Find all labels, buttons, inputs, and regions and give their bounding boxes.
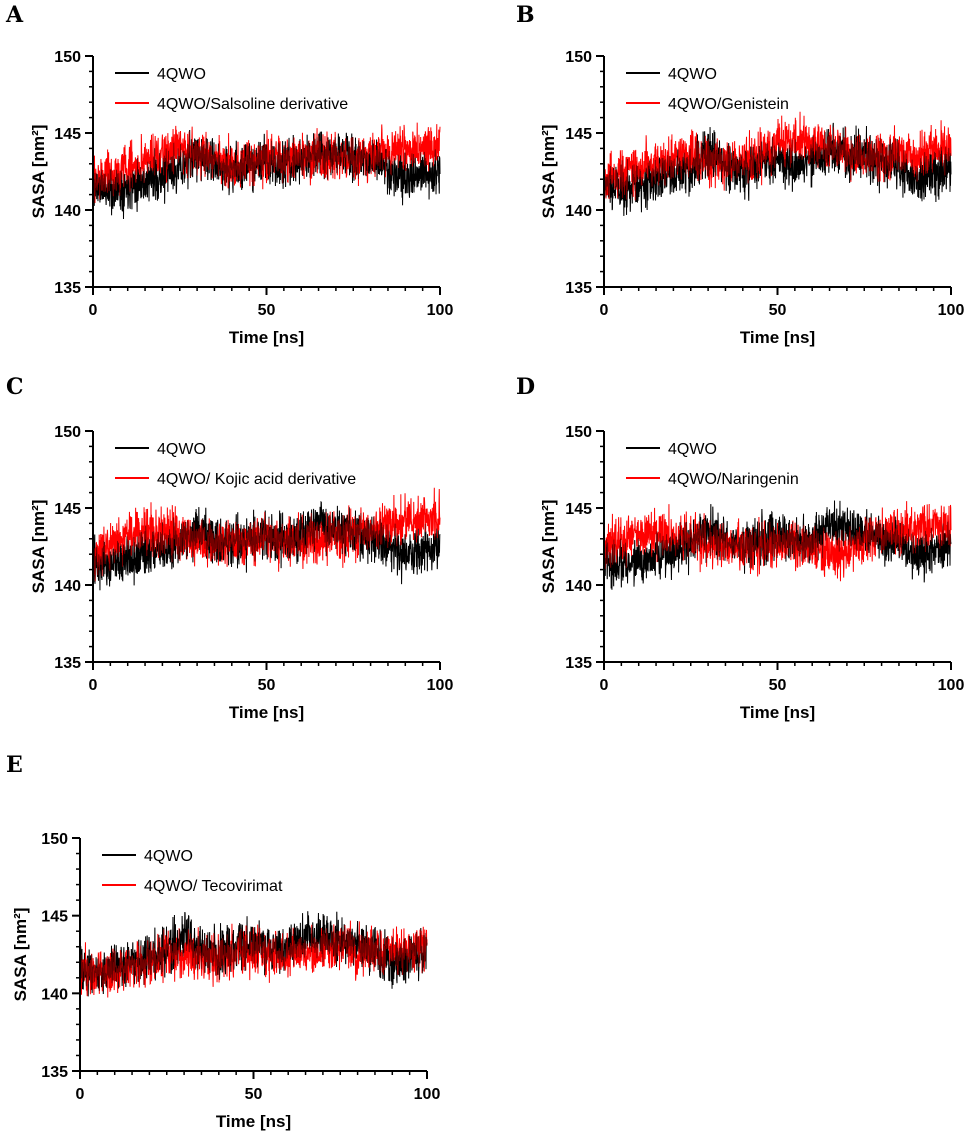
legend-label: 4QWO/ Tecovirimat (144, 878, 283, 895)
chart-panel-c: C 135 140 145 150 0 50 100 Time [ns] SASA [nm²] 4Q… (6, 374, 453, 722)
legend-label: 4QWO/Salsoline derivative (157, 96, 348, 113)
panel-letter: A (5, 2, 24, 28)
series-line-complex (79, 920, 428, 998)
x-tick-label: 0 (76, 1086, 85, 1103)
y-tick-label: 135 (565, 655, 592, 672)
x-tick-label: 100 (427, 677, 454, 694)
y-tick-label: 145 (565, 501, 592, 518)
y-tick-label: 135 (565, 280, 592, 297)
y-tick-label: 150 (565, 424, 592, 441)
chart-panel-e: E 135 140 145 150 0 50 100 Time [ns] SASA [nm²] 4Q… (6, 752, 440, 1131)
y-axis-title: SASA [nm²] (11, 908, 30, 1002)
y-tick-label: 140 (54, 203, 81, 220)
y-tick-label: 145 (565, 126, 592, 143)
chart-panel-d: D 135 140 145 150 0 50 100 Time [ns] SASA [nm²] 4Q… (516, 374, 964, 722)
series-group (603, 111, 952, 216)
legend: 4QWO 4QWO/ Tecovirimat (98, 845, 283, 895)
x-axis-title: Time [ns] (229, 703, 304, 722)
legend-label: 4QWO (668, 66, 717, 83)
x-axis-title: Time [ns] (216, 1112, 291, 1131)
legend: 4QWO 4QWO/ Kojic acid derivative (111, 438, 356, 488)
series-line-4qwo-overlay (603, 122, 952, 216)
x-tick-label: 0 (600, 677, 609, 694)
x-tick-label: 50 (258, 677, 276, 694)
y-tick-label: 135 (41, 1064, 68, 1081)
series-group (603, 500, 952, 590)
y-axis-title: SASA [nm²] (539, 125, 558, 219)
x-tick-label: 100 (427, 302, 454, 319)
x-axis-title: Time [ns] (229, 328, 304, 347)
legend-label: 4QWO (668, 441, 717, 458)
y-tick-label: 135 (54, 655, 81, 672)
series-line-4qwo-overlay (92, 130, 441, 219)
chart-panel-b: B 135 140 145 150 0 50 100 Time [ns] SASA [nm²] 4Q… (516, 2, 964, 347)
y-axis-title: SASA [nm²] (29, 500, 48, 594)
panel-letter: D (516, 374, 535, 400)
x-tick-label: 100 (414, 1086, 441, 1103)
y-tick-label: 150 (565, 49, 592, 66)
x-tick-label: 0 (600, 302, 609, 319)
x-tick-label: 50 (769, 677, 787, 694)
x-axis-title: Time [ns] (740, 703, 815, 722)
y-tick-label: 140 (565, 578, 592, 595)
legend-label: 4QWO (144, 848, 193, 865)
panel-letter: E (6, 752, 23, 778)
y-axis-title: SASA [nm²] (29, 125, 48, 219)
y-tick-label: 140 (54, 578, 81, 595)
legend: 4QWO 4QWO/Genistein (622, 63, 789, 113)
legend-label: 4QWO/ Kojic acid derivative (157, 471, 356, 488)
panel-letter: B (516, 2, 535, 28)
series-group (79, 911, 428, 998)
y-tick-label: 140 (565, 203, 592, 220)
x-tick-label: 100 (938, 302, 965, 319)
panel-letter: C (6, 374, 24, 400)
x-tick-label: 50 (769, 302, 787, 319)
series-group (92, 122, 441, 219)
x-axis-title: Time [ns] (740, 328, 815, 347)
series-line-4qwo-overlay (79, 911, 428, 997)
y-tick-label: 140 (41, 986, 68, 1003)
series-line-4qwo-overlay (603, 500, 952, 590)
y-tick-label: 135 (54, 280, 81, 297)
y-axis-title: SASA [nm²] (539, 500, 558, 594)
series-group (92, 487, 441, 591)
x-tick-label: 100 (938, 677, 965, 694)
y-tick-label: 145 (41, 909, 68, 926)
x-tick-label: 0 (89, 677, 98, 694)
x-tick-label: 50 (245, 1086, 263, 1103)
series-line-4qwo-overlay (92, 501, 441, 591)
legend: 4QWO 4QWO/Naringenin (622, 438, 799, 488)
legend-label: 4QWO/Naringenin (668, 471, 799, 488)
legend: 4QWO 4QWO/Salsoline derivative (111, 63, 348, 113)
y-tick-label: 145 (54, 126, 81, 143)
chart-panel-a: A 135 140 145 150 0 50 100 Time [ns] SASA [nm²] 4Q… (5, 2, 453, 347)
y-tick-label: 150 (54, 424, 81, 441)
y-tick-label: 150 (41, 831, 68, 848)
legend-label: 4QWO (157, 441, 206, 458)
x-tick-label: 50 (258, 302, 276, 319)
legend-label: 4QWO/Genistein (668, 96, 789, 113)
y-tick-label: 145 (54, 501, 81, 518)
x-tick-label: 0 (89, 302, 98, 319)
legend-label: 4QWO (157, 66, 206, 83)
y-tick-label: 150 (54, 49, 81, 66)
